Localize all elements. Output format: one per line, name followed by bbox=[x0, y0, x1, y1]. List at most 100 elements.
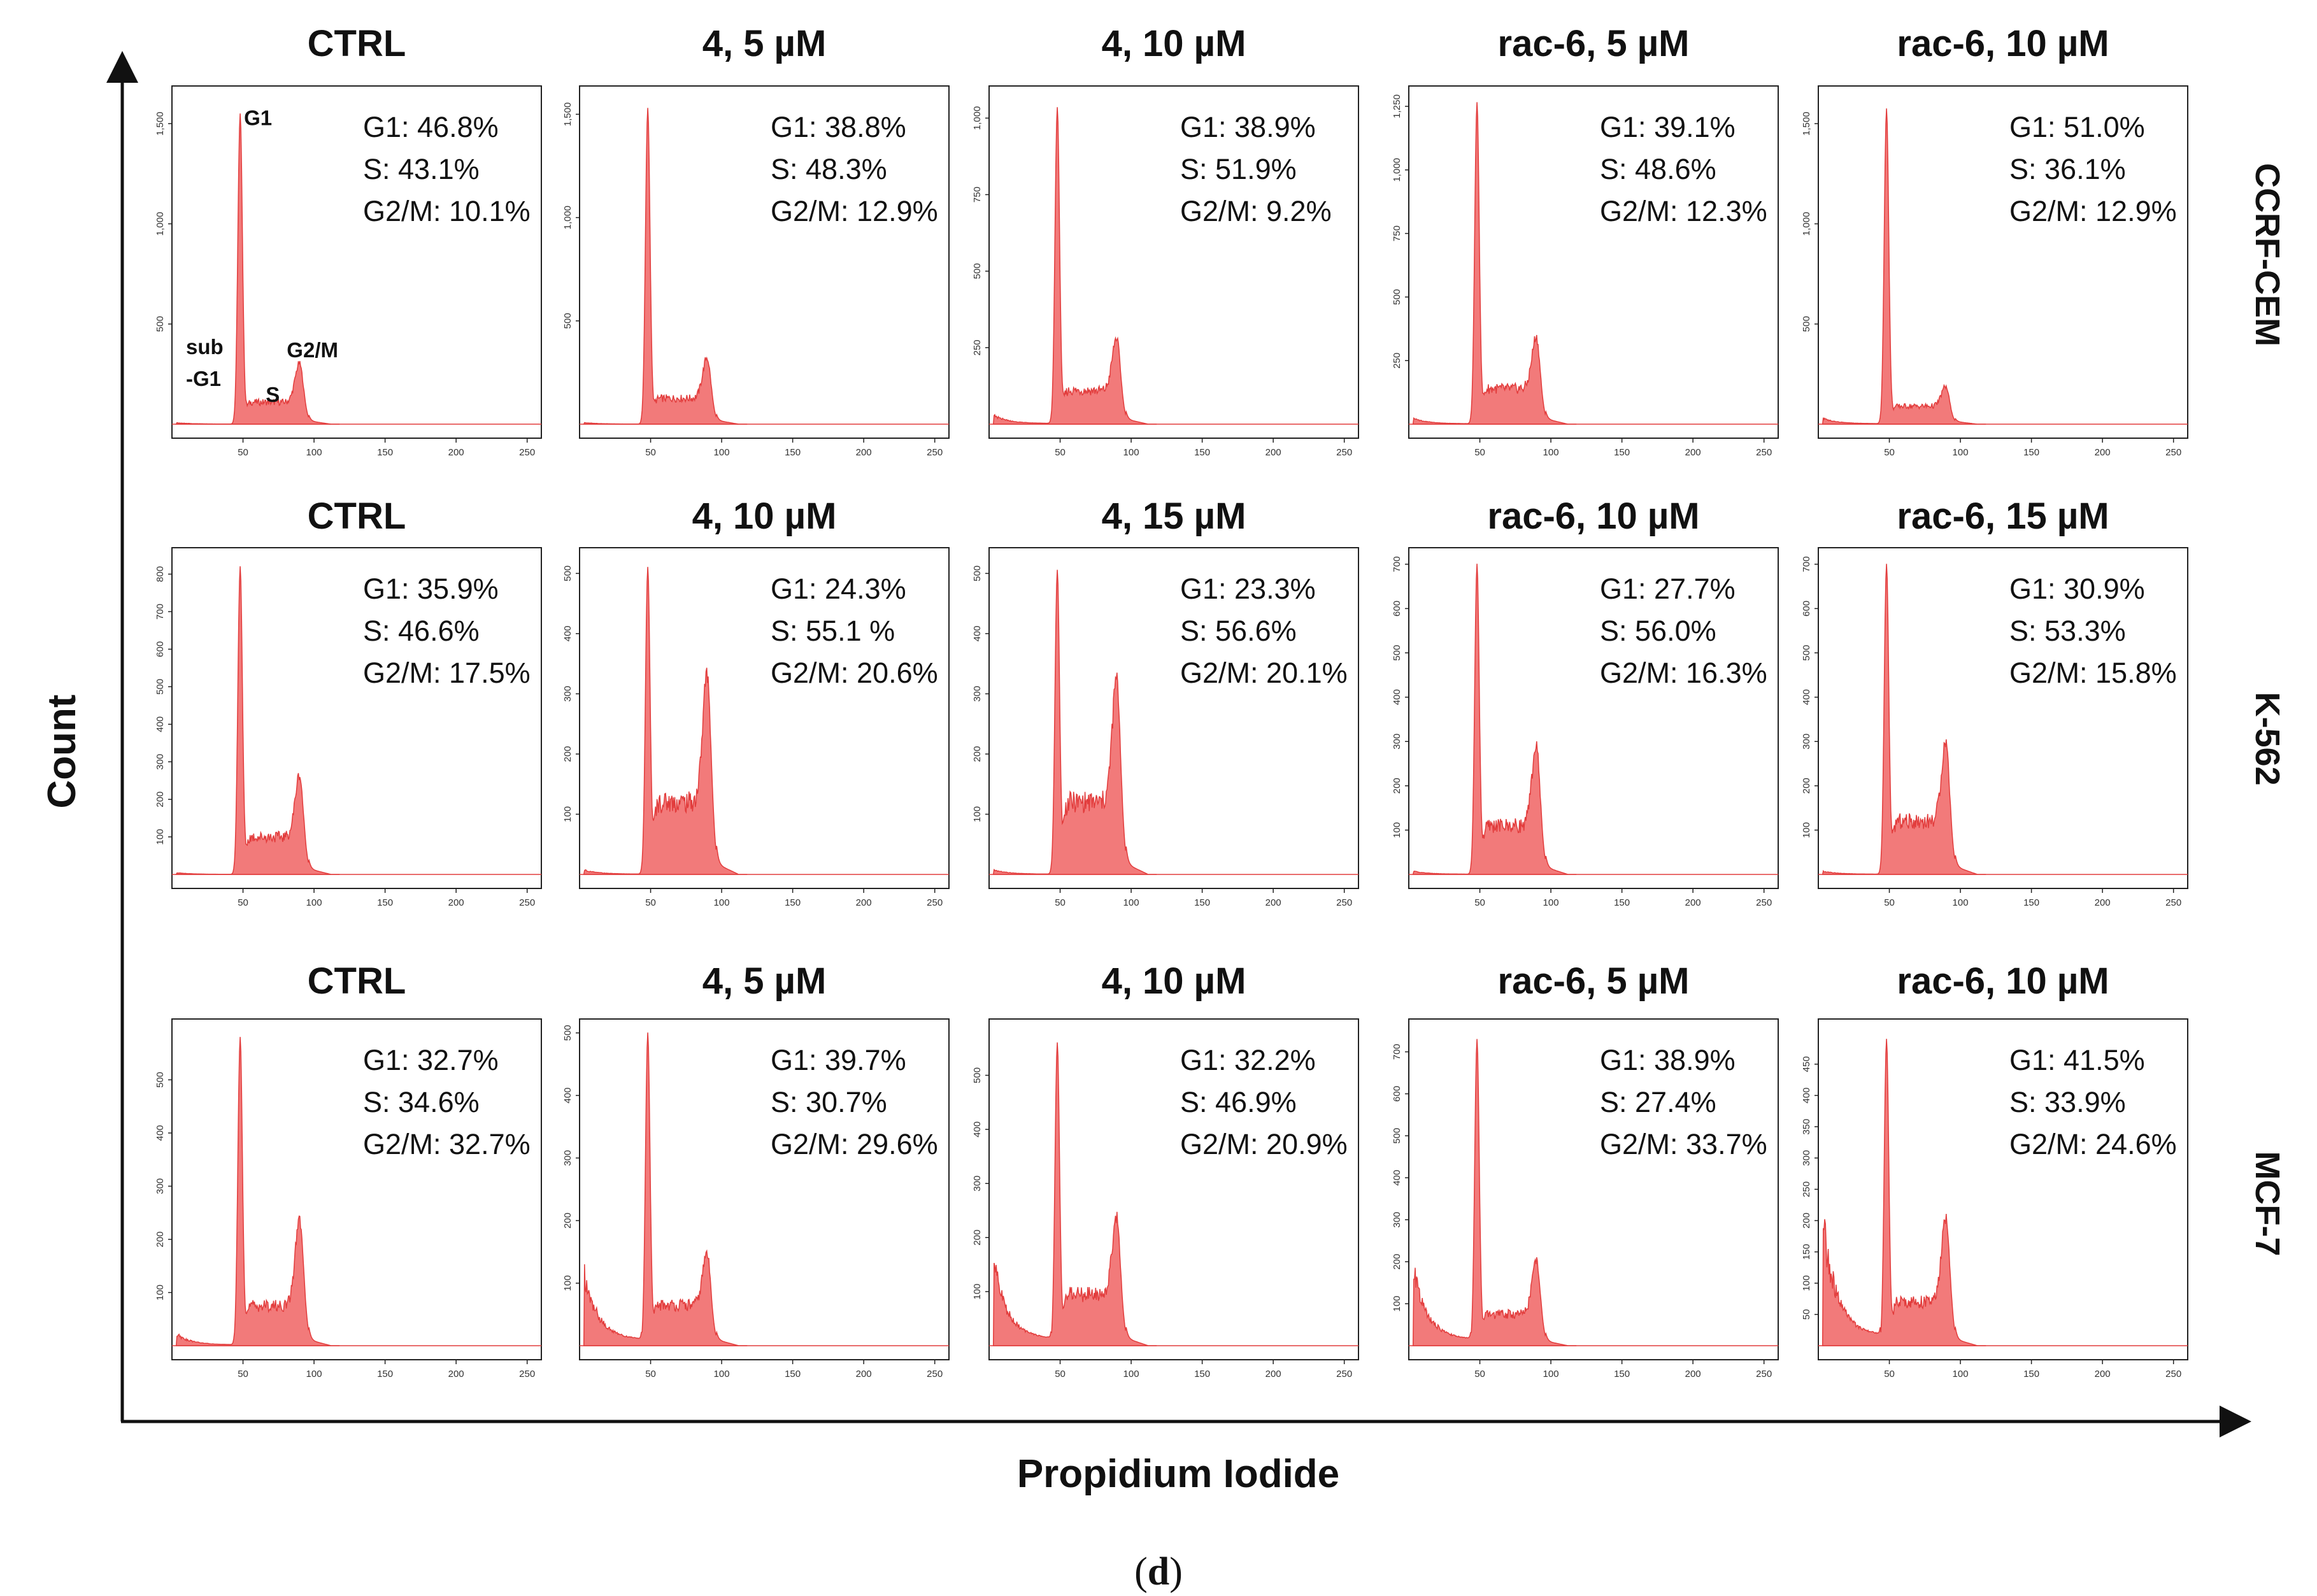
x-tick-label: 200 bbox=[856, 897, 872, 908]
stat-g2m: G2/M: 15.8% bbox=[2009, 657, 2177, 689]
stat-s: S: 34.6% bbox=[363, 1086, 480, 1118]
histogram-panel: rac-6, 10 µM 50 100 150 200 250 50 100 150 200 250… bbox=[1801, 960, 2188, 1379]
panel-title: 4, 10 µM bbox=[1102, 960, 1246, 1002]
x-tick-label: 100 bbox=[1123, 447, 1139, 458]
y-tick-label: 100 bbox=[1801, 822, 1812, 838]
stat-s: S: 53.3% bbox=[2009, 615, 2126, 647]
y-tick-label: 300 bbox=[155, 754, 166, 770]
y-tick-label: 1,500 bbox=[1801, 111, 1812, 136]
y-tick-label: 1,500 bbox=[155, 111, 166, 136]
x-tick-label: 250 bbox=[2165, 1369, 2181, 1379]
panel-title: rac-6, 10 µM bbox=[1897, 23, 2109, 64]
y-tick-label: 100 bbox=[562, 806, 573, 822]
stat-g2m: G2/M: 20.6% bbox=[771, 657, 938, 689]
figure-label: d bbox=[1148, 1550, 1169, 1593]
histogram-area bbox=[1822, 108, 1986, 425]
y-tick-label: 500 bbox=[1392, 1128, 1402, 1144]
x-tick-label: 250 bbox=[927, 1369, 943, 1379]
x-tick-label: 100 bbox=[1953, 447, 1969, 458]
x-tick-label: 250 bbox=[927, 897, 943, 908]
histogram-area bbox=[583, 567, 748, 875]
panel-title: rac-6, 5 µM bbox=[1498, 960, 1690, 1002]
y-tick-label: 200 bbox=[1392, 1254, 1402, 1270]
y-tick-label: 250 bbox=[1801, 1181, 1812, 1197]
y-tick-label: 400 bbox=[1392, 1170, 1402, 1186]
x-tick-label: 250 bbox=[1756, 897, 1772, 908]
stat-s: S: 30.7% bbox=[771, 1086, 887, 1118]
y-tick-label: 100 bbox=[1801, 1275, 1812, 1291]
annotation-g1: G1 bbox=[244, 106, 272, 129]
y-tick-label: 500 bbox=[1801, 645, 1812, 661]
x-tick-label: 50 bbox=[1055, 897, 1066, 908]
stat-g1: G1: 23.3% bbox=[1180, 573, 1316, 605]
x-tick-label: 200 bbox=[448, 447, 464, 458]
y-tick-label: 100 bbox=[1392, 1296, 1402, 1312]
x-tick-label: 50 bbox=[1055, 1369, 1066, 1379]
y-tick-label: 600 bbox=[1801, 601, 1812, 616]
histogram-panel: rac-6, 10 µM 50 100 150 200 250 500 1,000 1,500 G… bbox=[1801, 23, 2188, 458]
panel-title: 4, 5 µM bbox=[702, 960, 827, 1002]
y-tick-label: 600 bbox=[1392, 601, 1402, 616]
annotation-g2m: G2/M bbox=[287, 338, 338, 362]
stat-g2m: G2/M: 33.7% bbox=[1600, 1128, 1767, 1160]
x-tick-label: 50 bbox=[645, 1369, 656, 1379]
x-tick-label: 50 bbox=[1884, 447, 1895, 458]
y-tick-label: 500 bbox=[155, 1072, 166, 1088]
y-tick-label: 500 bbox=[562, 1025, 573, 1041]
histogram-panel: rac-6, 10 µM 50 100 150 200 250 100 200 300 400 50… bbox=[1392, 495, 1779, 908]
y-tick-label: 350 bbox=[1801, 1119, 1812, 1135]
plot-frame bbox=[1818, 547, 2188, 889]
stat-g2m: G2/M: 20.9% bbox=[1180, 1128, 1348, 1160]
y-tick-label: 450 bbox=[1801, 1056, 1812, 1072]
histogram-area bbox=[583, 1032, 748, 1346]
x-tick-label: 150 bbox=[1194, 897, 1210, 908]
histogram-panel: 4, 10 µM 50 100 150 200 250 100 200 300 400 500 G1:… bbox=[562, 495, 950, 908]
x-tick-label: 50 bbox=[238, 897, 248, 908]
y-tick-label: 400 bbox=[1801, 689, 1812, 705]
stat-g1: G1: 41.5% bbox=[2009, 1044, 2145, 1076]
y-tick-label: 400 bbox=[155, 716, 166, 732]
x-tick-label: 150 bbox=[1194, 1369, 1210, 1379]
y-tick-label: 300 bbox=[562, 1150, 573, 1166]
histogram-area bbox=[175, 1037, 340, 1346]
y-tick-label: 500 bbox=[972, 566, 983, 581]
stat-s: S: 48.6% bbox=[1600, 153, 1716, 185]
histogram-area bbox=[1822, 1039, 1986, 1346]
y-tick-label: 500 bbox=[562, 566, 573, 581]
y-tick-label: 200 bbox=[155, 792, 166, 808]
y-tick-label: 300 bbox=[972, 1176, 983, 1192]
y-tick-label: 150 bbox=[1801, 1244, 1812, 1260]
x-tick-label: 250 bbox=[1336, 1369, 1352, 1379]
x-tick-label: 100 bbox=[1953, 897, 1969, 908]
row-label-mcf7: MCF-7 bbox=[2248, 1151, 2286, 1257]
histogram-area bbox=[992, 569, 1157, 875]
x-tick-label: 100 bbox=[306, 447, 322, 458]
x-tick-label: 50 bbox=[1884, 1369, 1895, 1379]
stat-g2m: G2/M: 20.1% bbox=[1180, 657, 1348, 689]
x-tick-label: 200 bbox=[1265, 1369, 1281, 1379]
x-tick-label: 150 bbox=[377, 1369, 393, 1379]
x-tick-label: 50 bbox=[1055, 447, 1066, 458]
y-tick-label: 400 bbox=[155, 1125, 166, 1141]
y-tick-label: 300 bbox=[1392, 734, 1402, 750]
stat-g2m: G2/M: 9.2% bbox=[1180, 195, 1332, 227]
y-tick-label: 100 bbox=[155, 829, 166, 845]
x-tick-label: 150 bbox=[2023, 447, 2039, 458]
x-tick-label: 100 bbox=[1123, 1369, 1139, 1379]
y-tick-label: 300 bbox=[562, 686, 573, 702]
plot-frame bbox=[579, 85, 950, 439]
y-tick-label: 500 bbox=[1801, 316, 1812, 332]
y-tick-label: 300 bbox=[972, 686, 983, 702]
histogram-panel: 4, 10 µM 50 100 150 200 250 250 500 750 1,000 G1: … bbox=[972, 23, 1359, 458]
x-tick-label: 150 bbox=[377, 447, 393, 458]
x-tick-label: 50 bbox=[645, 447, 656, 458]
y-tick-label: 100 bbox=[562, 1275, 573, 1291]
y-tick-label: 50 bbox=[1801, 1309, 1812, 1320]
x-tick-label: 150 bbox=[785, 447, 801, 458]
plot-frame bbox=[171, 1018, 542, 1360]
histogram-panel: rac-6, 5 µM 50 100 150 200 250 100 200 300 400 500… bbox=[1392, 960, 1779, 1379]
histogram-area bbox=[992, 107, 1157, 425]
x-tick-label: 250 bbox=[1336, 447, 1352, 458]
stat-g1: G1: 51.0% bbox=[2009, 111, 2145, 143]
y-tick-label: 1,000 bbox=[972, 106, 983, 131]
